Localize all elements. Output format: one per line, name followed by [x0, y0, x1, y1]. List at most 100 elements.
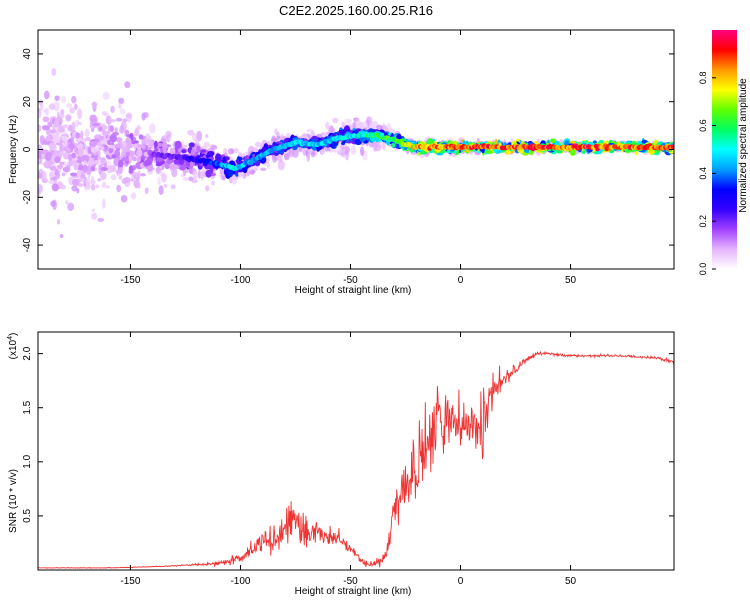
spectrogram-scatter-point — [56, 111, 60, 117]
spectrogram-scatter-point — [71, 121, 76, 131]
spectrogram-y-tick-label: -40 — [22, 237, 33, 252]
spectrogram-scatter-point — [59, 234, 64, 239]
spectrogram-scatter-point — [171, 168, 178, 178]
spectrogram-band-point — [53, 119, 60, 128]
snr-y-multiplier-base: (x10 — [8, 339, 19, 359]
spectrogram-band-point — [81, 154, 90, 163]
spectrogram-band-point — [149, 139, 154, 148]
spectrogram-scatter-point — [260, 167, 267, 171]
spectrogram-band-point — [118, 175, 122, 180]
snr-marks — [38, 350, 674, 569]
spectrogram-scatter-point — [376, 124, 383, 130]
spectrogram-band-point — [100, 171, 107, 180]
spectrogram-band-point — [121, 157, 129, 162]
colorbar: 0.0 0.2 0.4 0.6 0.8 Normalized spectral ampl… — [698, 30, 749, 275]
spectrogram-band-point — [121, 145, 128, 153]
spectrogram-band-point — [207, 165, 212, 170]
spectrogram-band-point — [100, 166, 108, 172]
spectrogram-scatter-point — [38, 124, 42, 133]
spectrogram-y-ticks: -40 -20 0 20 40 — [22, 48, 674, 252]
spectrogram-scatter-point — [302, 132, 307, 139]
snr-frame — [37, 331, 675, 571]
spectrogram-scatter-point — [197, 169, 201, 179]
spectrogram-scatter-point — [161, 172, 167, 183]
spectrogram-scatter-point — [69, 107, 75, 114]
spectrogram-scatter-point — [306, 151, 311, 162]
spectrogram-band-point — [154, 140, 158, 149]
spectrogram-scatter-point — [91, 208, 95, 212]
snr-x-tick-label: -100 — [230, 576, 250, 587]
spectrogram-band-point — [234, 170, 239, 174]
spectrogram-band-point — [89, 141, 98, 147]
spectrogram-band-point — [138, 134, 144, 140]
spectrogram-band-point — [103, 163, 108, 168]
spectrogram-scatter-point — [124, 176, 131, 188]
spectrogram-scatter-point — [60, 109, 65, 115]
spectrogram-band-point — [137, 156, 141, 163]
spectrogram-band-point — [173, 159, 181, 165]
spectrogram-scatter-point — [306, 128, 314, 133]
spectrogram-scatter-point — [283, 153, 290, 161]
spectrogram-band-point — [188, 142, 195, 148]
spectrogram-band-point — [111, 154, 117, 159]
spectrogram-band-point — [52, 134, 61, 144]
spectrogram-band-point — [58, 126, 65, 133]
spectrogram-scatter-point — [191, 179, 198, 184]
spectrogram-y-tick-label: 0 — [22, 146, 33, 152]
spectrogram-scatter-point — [48, 103, 55, 110]
spectrogram-scatter-point — [106, 185, 110, 189]
spectrogram-band-point — [42, 116, 50, 123]
spectrogram-scatter-point — [121, 120, 127, 131]
spectrogram-scatter-point — [157, 176, 161, 186]
spectrogram-scatter-point — [196, 130, 203, 142]
spectrogram-band-point — [118, 159, 124, 168]
spectrogram-scatter-point — [200, 171, 204, 181]
spectrogram-band-point — [57, 164, 63, 170]
spectrogram-scatter-point — [85, 177, 91, 188]
spectrogram-panel: -150 -100 -50 0 50 -40 -20 0 20 40 Height of str… — [8, 29, 675, 296]
spectrogram-band-point — [90, 147, 98, 154]
spectrogram-scatter-point — [71, 185, 78, 192]
spectrogram-scatter-point — [228, 148, 234, 155]
spectrogram-band-point — [178, 163, 187, 171]
spectrogram-x-tick-label: -100 — [230, 275, 250, 286]
spectrogram-band-point — [92, 122, 101, 127]
spectrogram-scatter-point — [276, 135, 281, 140]
spectrogram-band-point — [82, 164, 88, 173]
spectrogram-scatter-point — [66, 103, 73, 108]
spectrogram-scatter-point — [90, 175, 95, 183]
spectrogram-scatter-point — [60, 95, 67, 104]
spectrogram-band-point — [128, 165, 134, 174]
spectrogram-scatter-point — [277, 160, 285, 171]
snr-x-tick-label: 50 — [565, 576, 577, 587]
spectrogram-band-point — [49, 129, 57, 134]
spectrogram-band-point — [181, 149, 187, 154]
spectrogram-scatter-point — [107, 123, 111, 134]
spectrogram-scatter-point — [182, 177, 189, 181]
spectrogram-band-point — [122, 140, 127, 148]
spectrogram-band-point — [109, 144, 116, 149]
snr-x-axis-label: Height of straight line (km) — [295, 586, 412, 597]
spectrogram-band-point — [48, 142, 57, 149]
spectrogram-scatter-point — [93, 159, 100, 166]
spectrogram-band-point — [85, 136, 91, 142]
spectrogram-scatter-point — [56, 218, 61, 225]
spectrogram-scatter-point — [274, 128, 278, 136]
spectrogram-band-point — [54, 156, 61, 164]
spectrogram-band-point — [47, 121, 53, 128]
spectrogram-scatter-point — [346, 118, 353, 123]
spectrogram-scatter-point — [61, 172, 66, 177]
snr-series-line — [38, 350, 674, 569]
spectrogram-band-point — [49, 171, 54, 178]
spectrogram-y-axis-label: Frequency (Hz) — [8, 115, 19, 184]
spectrogram-band-point — [48, 180, 55, 184]
spectrogram-scatter-point — [254, 141, 262, 148]
spectrogram-band-point — [133, 179, 140, 189]
spectrogram-scatter-point — [118, 102, 122, 109]
spectrogram-scatter-point — [361, 120, 369, 131]
spectrogram-scatter-point — [116, 184, 122, 193]
spectrogram-band-point — [83, 160, 87, 165]
spectrogram-scatter-point — [91, 212, 98, 220]
spectrogram-scatter-point — [144, 187, 149, 194]
spectrogram-scatter-point — [116, 137, 122, 143]
